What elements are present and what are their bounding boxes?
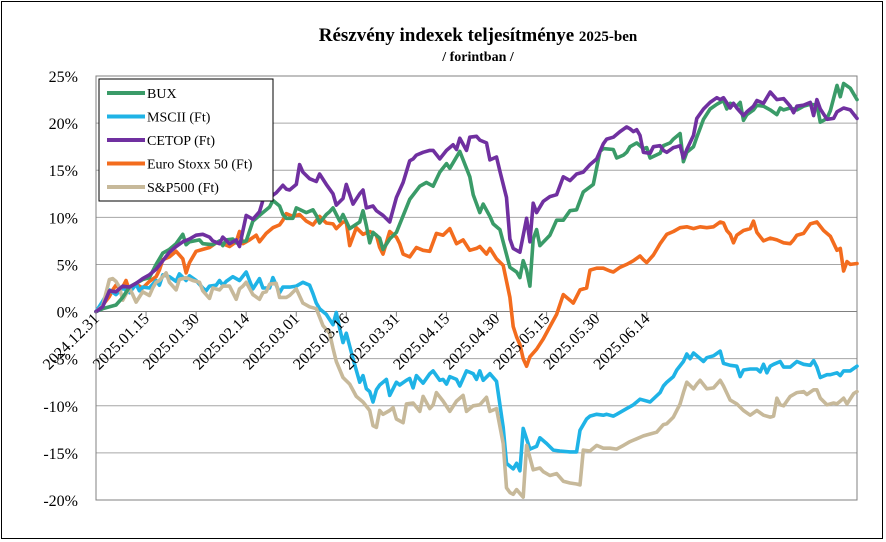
- y-tick-label: 0%: [57, 305, 78, 322]
- series-line-bux: [94, 81, 859, 314]
- y-tick-label: -15%: [43, 446, 78, 463]
- chart-title-main: Részvény indexek teljesítménye 2025-ben: [319, 25, 638, 46]
- series-line-s-p500-ft-: [94, 271, 859, 500]
- y-axis: 25% 20% 15% 10% 5% 0% -5% -10% -15% -20%: [43, 69, 78, 510]
- chart-title: Részvény indexek teljesítménye: [319, 25, 574, 46]
- y-tick-label: -10%: [43, 399, 78, 416]
- series-line-mscii-ft-: [94, 270, 859, 473]
- legend-label: S&P500 (Ft): [147, 181, 219, 196]
- chart-subtitle: / forintban /: [441, 50, 515, 65]
- y-tick-label: 15%: [49, 163, 78, 180]
- legend-label: CETOP (Ft): [147, 134, 215, 149]
- y-tick-label: -20%: [43, 493, 78, 510]
- legend-label: MSCII (Ft): [147, 111, 211, 126]
- y-tick-label: -5%: [51, 352, 78, 369]
- legend-label: BUX: [147, 87, 177, 102]
- y-tick-label: 5%: [57, 257, 78, 274]
- y-tick-label: 25%: [49, 69, 78, 86]
- plot-area: [95, 75, 858, 501]
- series-lines: [94, 81, 859, 500]
- chart-title-suffix: 2025-ben: [579, 29, 638, 45]
- y-tick-label: 20%: [49, 116, 78, 133]
- legend-label: Euro Stoxx 50 (Ft): [147, 158, 253, 173]
- y-tick-label: 10%: [49, 210, 78, 227]
- series-line-cetop-ft-: [94, 90, 859, 314]
- legend: BUX MSCII (Ft) CETOP (Ft) Euro Stoxx 50 (Ft…: [98, 78, 274, 202]
